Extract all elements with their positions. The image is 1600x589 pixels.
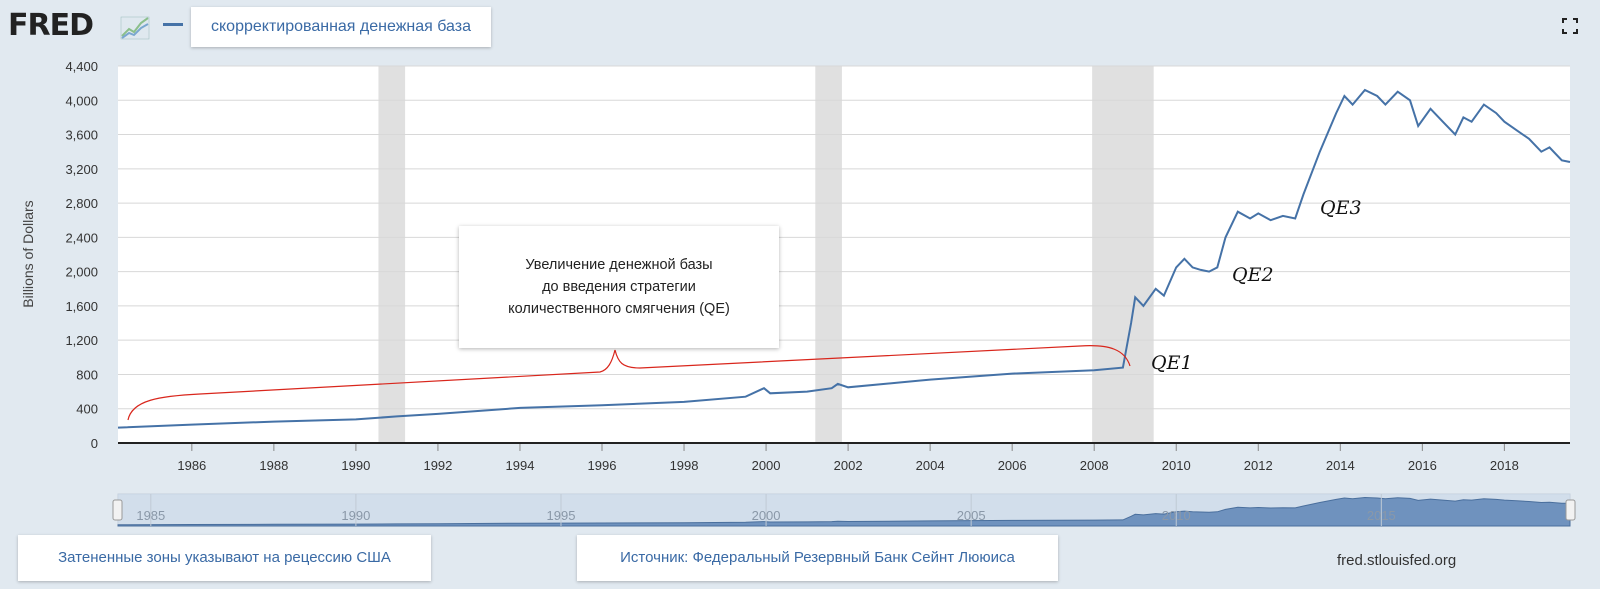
navigator-right-handle[interactable]	[1565, 499, 1576, 521]
x-tick-label: 1986	[177, 458, 206, 473]
y-tick-label: 3,600	[65, 128, 98, 143]
plot-area	[118, 66, 1570, 443]
series-line	[117, 88, 1571, 429]
annotation-box: Увеличение денежной базы до введения стр…	[459, 226, 779, 348]
navigator-tick-label: 2005	[957, 508, 986, 523]
source-url[interactable]: fred.stlouisfed.org	[1337, 552, 1457, 569]
x-tick-label: 2014	[1326, 458, 1355, 473]
navigator-tick-label: 2015	[1367, 508, 1396, 523]
y-tick-label: 2,800	[65, 196, 98, 211]
x-tick-label: 2010	[1162, 458, 1191, 473]
qe1-label: QE1	[1151, 352, 1193, 374]
recession-band	[815, 66, 842, 443]
recession-band	[378, 66, 406, 443]
navigator-tick-label: 1995	[547, 508, 576, 523]
qe3-label: QE3	[1320, 197, 1362, 219]
navigator-area	[117, 496, 1571, 527]
y-tick-label: 0	[91, 436, 98, 451]
y-tick-label: 400	[76, 402, 98, 417]
navigator-tick-label: 1985	[136, 508, 165, 523]
navigator-tick-label: 2010	[1162, 508, 1191, 523]
navigator-tick-label: 1990	[341, 508, 370, 523]
source-note[interactable]: Источник: Федеральный Резервный Банк Сей…	[577, 535, 1058, 581]
x-tick-label: 2018	[1490, 458, 1519, 473]
qe2-label: QE2	[1232, 264, 1274, 286]
x-tick-label: 2008	[1080, 458, 1109, 473]
x-tick-label: 2006	[998, 458, 1027, 473]
recession-band	[1092, 66, 1154, 443]
x-tick-label: 1992	[423, 458, 452, 473]
y-tick-label: 3,200	[65, 162, 98, 177]
series-legend-line	[163, 23, 183, 26]
x-tick-label: 2002	[834, 458, 863, 473]
navigator-tick-label: 2000	[752, 508, 781, 523]
x-tick-label: 1996	[588, 458, 617, 473]
x-tick-label: 2004	[916, 458, 945, 473]
x-tick-label: 1998	[670, 458, 699, 473]
x-tick-label: 1988	[259, 458, 288, 473]
recession-note[interactable]: Затененные зоны указывают на рецессию СШ…	[18, 535, 431, 581]
series-legend-label[interactable]: скорректированная денежная база	[191, 7, 491, 47]
y-tick-label: 4,000	[65, 93, 98, 108]
y-tick-label: 800	[76, 367, 98, 382]
y-tick-label: 2,000	[65, 265, 98, 280]
fred-chart-icon	[120, 16, 150, 40]
y-tick-label: 2,400	[65, 230, 98, 245]
fullscreen-icon[interactable]	[1562, 18, 1578, 34]
annotation-line-3: количественного смягчения (QE)	[508, 301, 730, 317]
fred-logo[interactable]: FRED	[8, 8, 94, 43]
x-tick-label: 1990	[341, 458, 370, 473]
y-tick-label: 4,400	[65, 59, 98, 74]
y-tick-label: 1,600	[65, 299, 98, 314]
x-tick-label: 2000	[752, 458, 781, 473]
x-tick-label: 2012	[1244, 458, 1273, 473]
y-tick-label: 1,200	[65, 333, 98, 348]
annotation-line-2: до введения стратегии	[542, 279, 696, 295]
x-tick-label: 1994	[506, 458, 535, 473]
y-axis-label: Billions of Dollars	[20, 200, 36, 307]
annotation-line-1: Увеличение денежной базы	[525, 257, 713, 273]
annotation-brace	[127, 345, 1131, 421]
navigator-left-handle[interactable]	[112, 499, 123, 521]
x-tick-label: 2016	[1408, 458, 1437, 473]
